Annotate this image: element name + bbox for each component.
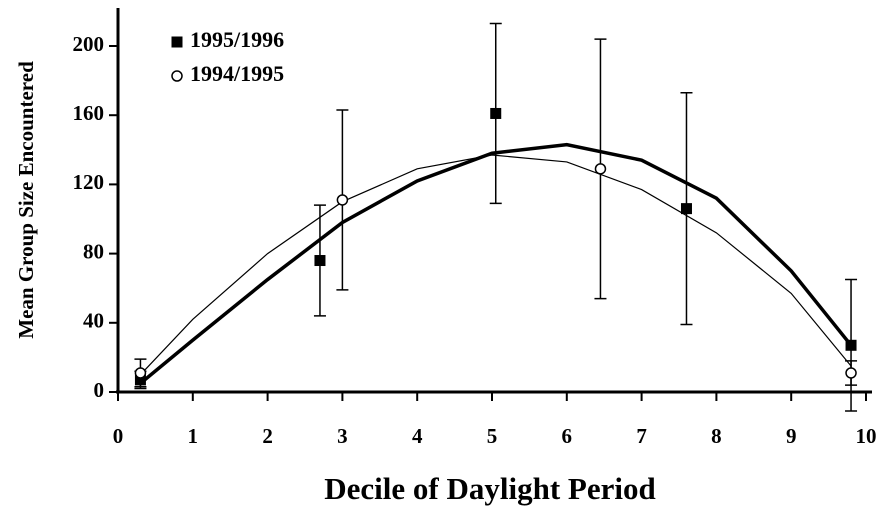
x-tick-label: 6 bbox=[562, 424, 573, 448]
x-tick-label: 0 bbox=[113, 424, 124, 448]
point bbox=[134, 367, 147, 379]
fit-curve bbox=[140, 154, 852, 376]
x-axis-label: Decile of Daylight Period bbox=[324, 471, 655, 506]
x-tick-label: 10 bbox=[856, 424, 877, 448]
x-tick-label: 3 bbox=[337, 424, 348, 448]
y-tick-label: 160 bbox=[73, 101, 105, 125]
point bbox=[680, 203, 692, 215]
legend-label: 1995/1996 bbox=[190, 27, 284, 52]
point bbox=[594, 163, 607, 175]
legend-marker bbox=[171, 36, 183, 48]
point bbox=[845, 367, 857, 379]
y-tick-label: 0 bbox=[94, 378, 105, 402]
x-tick-label: 5 bbox=[487, 424, 498, 448]
y-tick-label: 200 bbox=[73, 32, 105, 56]
x-tick-label: 4 bbox=[412, 424, 423, 448]
legend-label: 1994/1995 bbox=[190, 61, 284, 86]
point bbox=[490, 107, 502, 119]
point bbox=[314, 255, 326, 267]
x-tick-label: 7 bbox=[636, 424, 647, 448]
y-tick-label: 120 bbox=[73, 170, 105, 194]
point bbox=[336, 194, 349, 206]
y-tick-label: 80 bbox=[83, 239, 104, 263]
x-tick-label: 8 bbox=[711, 424, 722, 448]
x-tick-label: 9 bbox=[786, 424, 797, 448]
y-tick-label: 40 bbox=[83, 309, 104, 333]
point bbox=[845, 339, 857, 351]
y-axis-label: Mean Group Size Encountered bbox=[14, 61, 38, 339]
x-tick-label: 1 bbox=[188, 424, 199, 448]
fit-curve bbox=[139, 142, 853, 385]
legend-marker bbox=[171, 70, 183, 82]
x-tick-label: 2 bbox=[262, 424, 273, 448]
